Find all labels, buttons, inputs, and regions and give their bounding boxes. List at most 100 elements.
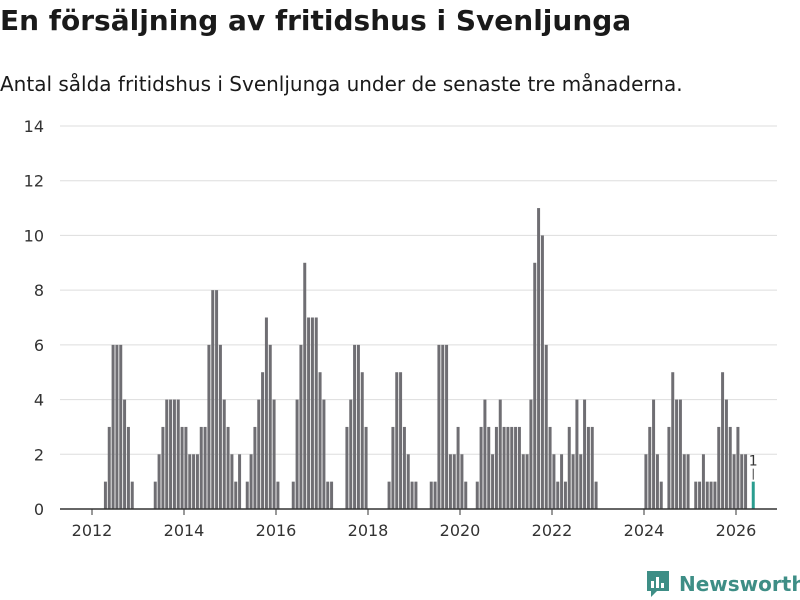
bar xyxy=(744,454,748,509)
bar xyxy=(590,426,594,509)
bar xyxy=(506,426,510,509)
bar xyxy=(713,481,717,509)
bar xyxy=(487,426,491,509)
bar xyxy=(667,426,671,509)
bar xyxy=(268,344,272,509)
bar xyxy=(226,426,230,509)
bar xyxy=(686,454,690,509)
bar xyxy=(648,426,652,509)
bar xyxy=(264,317,268,509)
bar xyxy=(544,344,548,509)
bar xyxy=(414,481,418,509)
x-tick-label: 2026 xyxy=(716,521,757,540)
bar xyxy=(211,290,215,509)
bar xyxy=(460,454,464,509)
bar xyxy=(483,399,487,509)
bar xyxy=(586,426,590,509)
bar xyxy=(172,399,176,509)
bar xyxy=(652,399,656,509)
bar xyxy=(295,399,299,509)
bar xyxy=(272,399,276,509)
bar xyxy=(402,426,406,509)
bar xyxy=(406,454,410,509)
bar xyxy=(525,454,529,509)
bar xyxy=(238,454,242,509)
bar xyxy=(583,399,587,509)
bar xyxy=(644,454,648,509)
bar xyxy=(540,235,544,509)
y-tick-label: 0 xyxy=(34,500,44,519)
bar xyxy=(130,481,134,509)
bar xyxy=(552,454,556,509)
bar xyxy=(310,317,314,509)
bar xyxy=(176,399,180,509)
bar xyxy=(107,426,111,509)
bar xyxy=(161,426,165,509)
bar xyxy=(594,481,598,509)
bar xyxy=(207,344,211,509)
bar xyxy=(356,344,360,509)
highlighted-bar xyxy=(751,481,755,509)
bar xyxy=(567,426,571,509)
bar xyxy=(249,454,253,509)
bar xyxy=(353,344,357,509)
bar xyxy=(705,481,709,509)
bar xyxy=(199,426,203,509)
bar xyxy=(119,344,123,509)
bar xyxy=(441,344,445,509)
bar xyxy=(732,454,736,509)
x-tick-label: 2018 xyxy=(348,521,389,540)
bar xyxy=(103,481,107,509)
bar xyxy=(245,481,249,509)
bar xyxy=(659,481,663,509)
bar xyxy=(257,399,261,509)
brand-name: Newsworthy xyxy=(679,572,800,596)
bar xyxy=(675,399,679,509)
newsworthy-logo[interactable]: Newsworthy xyxy=(645,569,800,599)
bar xyxy=(218,344,222,509)
bar xyxy=(475,481,479,509)
bar xyxy=(452,454,456,509)
bar xyxy=(563,481,567,509)
bar xyxy=(303,262,307,509)
bar xyxy=(326,481,330,509)
y-tick-label: 6 xyxy=(34,336,44,355)
bar-chart: 0 2 4 6 8 10 12 14 1 2012 2014 2016 2018 2020 2022 2024… xyxy=(24,117,777,540)
bar xyxy=(395,372,399,509)
bar xyxy=(215,290,219,509)
bar xyxy=(299,344,303,509)
y-tick-label: 4 xyxy=(34,391,44,410)
y-tick-label: 14 xyxy=(24,117,44,136)
bar xyxy=(537,208,541,510)
bar xyxy=(330,481,334,509)
bar xyxy=(464,481,468,509)
bar xyxy=(717,426,721,509)
bar xyxy=(188,454,192,509)
bar xyxy=(655,454,659,509)
bar xyxy=(153,481,157,509)
bar xyxy=(671,372,675,509)
bar xyxy=(682,454,686,509)
bar xyxy=(571,454,575,509)
bar xyxy=(502,426,506,509)
bar xyxy=(360,372,364,509)
bar xyxy=(276,481,280,509)
bar xyxy=(498,399,502,509)
bar xyxy=(345,426,349,509)
bar xyxy=(479,426,483,509)
bar xyxy=(192,454,196,509)
y-tick-label: 2 xyxy=(34,445,44,464)
bar xyxy=(579,454,583,509)
bar xyxy=(721,372,725,509)
bar xyxy=(230,454,234,509)
newsworthy-chart-icon xyxy=(647,571,669,597)
bar xyxy=(736,426,740,509)
x-tick-label: 2022 xyxy=(532,521,573,540)
bar xyxy=(180,426,184,509)
bar xyxy=(391,426,395,509)
bar xyxy=(709,481,713,509)
bar xyxy=(410,481,414,509)
bar xyxy=(203,426,207,509)
bar xyxy=(533,262,537,509)
bar xyxy=(253,426,257,509)
